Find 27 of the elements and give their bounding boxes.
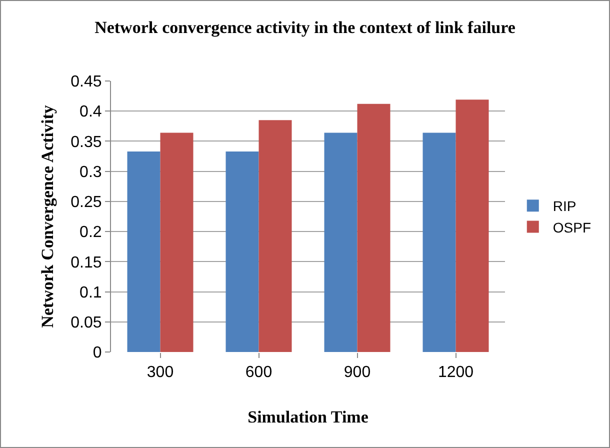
bar (258, 120, 292, 352)
y-tick-label: 0.3 (80, 164, 102, 181)
y-tick-label: 0.2 (80, 224, 102, 242)
y-tick-label: 0.4 (80, 104, 102, 121)
x-axis-title: Simulation Time (248, 408, 369, 427)
bar (226, 151, 259, 352)
x-tick-label: 600 (245, 364, 272, 382)
y-tick-label: 0 (92, 344, 102, 362)
bar (160, 132, 194, 352)
y-tick-label: 0.05 (70, 314, 102, 332)
legend-label: RIP (552, 198, 576, 214)
legend-label: OSPF (552, 219, 592, 236)
y-axis-title: Network Convergence Activity (38, 104, 58, 328)
y-tick-label: 0.25 (70, 194, 102, 212)
y-tick-label: 0.1 (80, 284, 102, 302)
y-tick-label: 0.35 (70, 134, 102, 151)
bar (456, 100, 489, 352)
x-tick-label: 300 (146, 364, 174, 382)
bar (127, 151, 160, 352)
bar (422, 132, 456, 352)
y-tick-label: 0.15 (70, 254, 102, 272)
y-tick-label: 0.45 (70, 74, 102, 91)
bar (357, 104, 390, 352)
chart-title: Network convergence activity in the context of link failure (94, 18, 516, 37)
x-tick-label: 900 (344, 364, 371, 382)
bar (324, 132, 358, 352)
x-tick-label: 1200 (438, 364, 474, 382)
